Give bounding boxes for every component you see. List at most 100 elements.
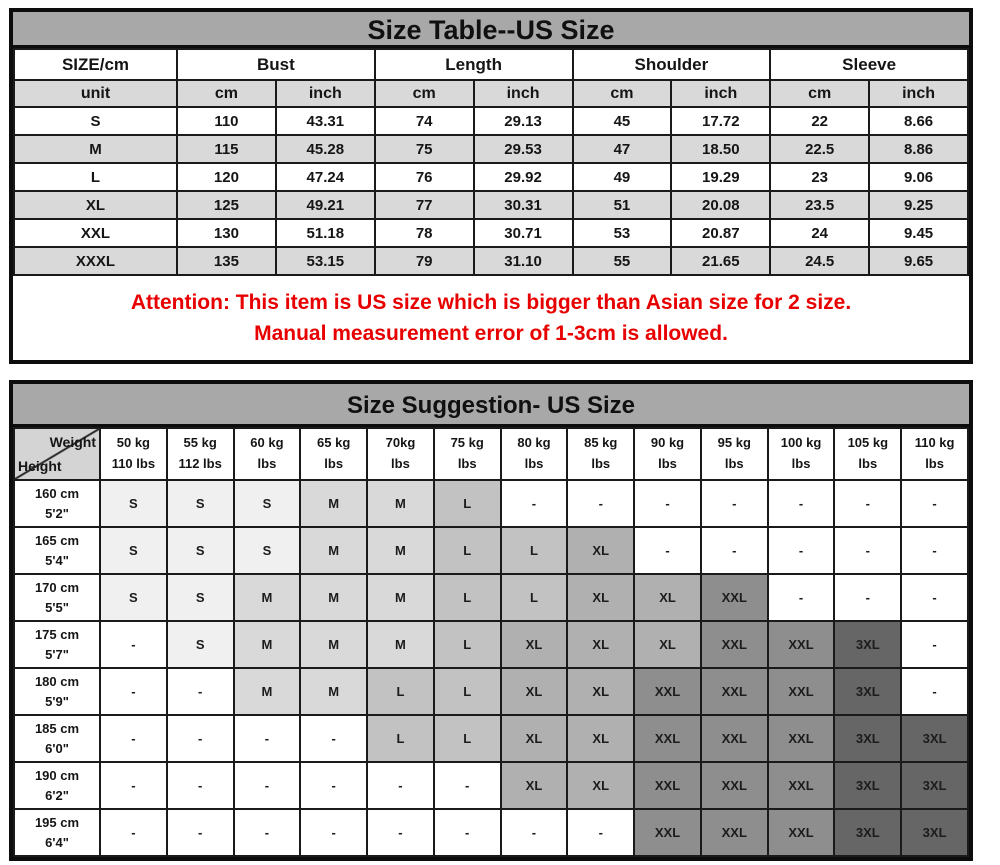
weight-kg-label: 95 kg	[717, 435, 751, 451]
size-cell: XXL	[699, 761, 769, 810]
size-cell: M	[299, 620, 369, 669]
sleeve-cm-value: 22.5	[769, 134, 871, 164]
weight-column-header: 100 kg lbs	[766, 427, 836, 481]
weight-lbs-label: lbs	[658, 456, 677, 471]
size-cell: -	[299, 808, 369, 857]
bust-cm-value: 115	[176, 134, 277, 164]
weight-lbs-label: lbs	[257, 456, 277, 471]
size-label: L	[13, 162, 178, 192]
size-cell: L	[366, 714, 435, 763]
weight-kg-label: 75 kg	[450, 435, 484, 451]
size-cell: L	[499, 573, 569, 622]
size-table-panel: Size Table--US Size SIZE/cm Bust Length …	[9, 8, 973, 364]
shoulder-cm-value: 47	[571, 134, 673, 164]
sleeve-cm-header: cm	[769, 79, 871, 108]
suggestion-row: 190 cm 6'2" - - - - - - XL XL XXL XXL XX…	[13, 761, 969, 810]
size-suggestion-panel: Size Suggestion- US Size Weight Height 5…	[9, 380, 973, 861]
size-cell: M	[299, 573, 369, 622]
sleeve-group-header: Sleeve	[769, 48, 969, 81]
size-cell: -	[432, 808, 502, 857]
size-table-row: M 115 45.28 75 29.53 47 18.50 22.5 8.86	[13, 134, 969, 164]
suggestion-row: 185 cm 6'0" - - - - L L XL XL XXL XXL XX…	[13, 714, 969, 763]
height-row-header: 190 cm 6'2"	[13, 761, 101, 810]
size-table-unit-row: unit cm inch cm inch cm inch cm inch	[13, 79, 969, 108]
bust-cm-value: 130	[176, 218, 277, 248]
size-cell: -	[232, 714, 302, 763]
weight-column-header: 75 kg lbs	[432, 427, 502, 481]
weight-lbs-label: lbs	[524, 456, 544, 471]
size-cell: XXL	[633, 808, 702, 857]
size-cell: M	[366, 479, 435, 528]
size-label: XL	[13, 190, 178, 220]
size-cell: L	[432, 526, 502, 575]
size-cell: M	[299, 479, 369, 528]
weight-lbs-label: lbs	[791, 456, 811, 471]
size-cell: 3XL	[833, 620, 903, 669]
size-cell: XXL	[699, 714, 769, 763]
size-cell: -	[566, 479, 636, 528]
bust-cm-value: 120	[176, 162, 277, 192]
shoulder-cm-value: 49	[571, 162, 673, 192]
height-row-header: 175 cm 5'7"	[13, 620, 101, 669]
weight-lbs-label: lbs	[391, 456, 410, 471]
size-cell: XXL	[766, 808, 836, 857]
sleeve-inch-value: 9.45	[868, 218, 969, 248]
size-cell: XXL	[633, 667, 702, 716]
size-cell: -	[633, 526, 702, 575]
length-cm-value: 75	[373, 134, 475, 164]
size-table-title: Size Table--US Size	[13, 12, 969, 48]
bust-inch-value: 49.21	[274, 190, 376, 220]
size-cell: M	[299, 526, 369, 575]
size-cell: -	[900, 479, 969, 528]
size-cell: 3XL	[833, 667, 903, 716]
sleeve-cm-value: 24	[769, 218, 871, 248]
weight-lbs-label: lbs	[925, 456, 944, 471]
size-cell: 3XL	[900, 808, 969, 857]
length-inch-header: inch	[472, 79, 574, 108]
size-cell: 3XL	[833, 761, 903, 810]
size-cell: -	[299, 761, 369, 810]
length-inch-value: 29.53	[472, 134, 574, 164]
size-cell: XL	[566, 667, 636, 716]
size-cell: XXL	[699, 808, 769, 857]
shoulder-group-header: Shoulder	[571, 48, 772, 81]
weight-kg-label: 110 kg	[914, 435, 955, 451]
weight-lbs-label: 112 lbs	[178, 456, 222, 471]
size-cell: -	[165, 808, 235, 857]
shoulder-inch-value: 20.87	[670, 218, 772, 248]
size-cell: -	[900, 526, 969, 575]
size-suggestion-table: Weight Height 50 kg 110 lbs 55 kg 112 lb…	[13, 427, 969, 857]
sleeve-inch-value: 9.06	[868, 162, 969, 192]
height-cm-label: 180 cm	[34, 674, 80, 689]
size-cell: -	[165, 667, 235, 716]
length-cm-value: 78	[373, 218, 475, 248]
size-table-row: L 120 47.24 76 29.92 49 19.29 23 9.06	[13, 162, 969, 192]
height-row-header: 165 cm 5'4"	[13, 526, 101, 575]
size-cell: XXL	[766, 667, 836, 716]
size-label: XXXL	[13, 246, 178, 276]
size-cell: -	[99, 761, 168, 810]
height-cm-label: 175 cm	[34, 627, 80, 642]
attention-line-1: Attention: This item is US size which is…	[130, 290, 852, 314]
weight-header-row: Weight Height 50 kg 110 lbs 55 kg 112 lb…	[13, 427, 969, 481]
size-cell: -	[699, 526, 769, 575]
size-cell: XL	[499, 620, 569, 669]
size-cell: XXL	[633, 761, 702, 810]
shoulder-cm-value: 53	[571, 218, 673, 248]
height-cm-label: 160 cm	[34, 486, 80, 501]
size-cell: S	[165, 526, 235, 575]
height-ft-label: 5'7"	[45, 646, 69, 662]
size-label: XXL	[13, 218, 178, 248]
size-cell: S	[165, 620, 235, 669]
size-cell: 3XL	[833, 808, 903, 857]
size-cell: S	[232, 479, 302, 528]
length-inch-value: 29.92	[472, 162, 574, 192]
bust-cm-value: 110	[176, 106, 277, 136]
size-cell: S	[165, 573, 235, 622]
shoulder-inch-value: 20.08	[670, 190, 772, 220]
suggestion-row: 165 cm 5'4" S S S M M L L XL - - -	[13, 526, 969, 575]
height-row-header: 160 cm 5'2"	[13, 479, 101, 528]
size-cell: S	[99, 573, 168, 622]
shoulder-cm-value: 55	[571, 246, 673, 276]
size-cell: XL	[499, 761, 569, 810]
